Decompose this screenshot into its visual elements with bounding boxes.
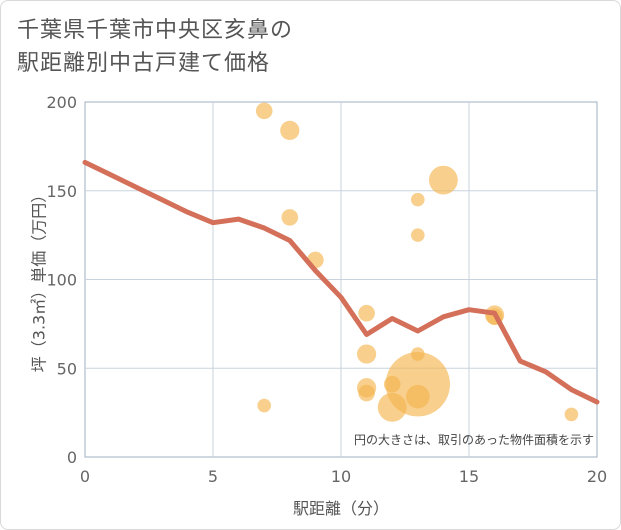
scatter-point xyxy=(357,344,377,364)
x-tick-label: 0 xyxy=(80,467,90,486)
scatter-point xyxy=(406,384,430,409)
scatter-point xyxy=(411,192,425,207)
y-axis-label: 坪（3.3㎡）単価（万円） xyxy=(30,187,49,372)
grid-lines xyxy=(85,102,597,457)
chart-title-line-2: 駅距離別中古戸建て価格 xyxy=(17,51,271,76)
x-tick-label: 15 xyxy=(459,467,479,486)
scatter-point xyxy=(358,304,375,322)
scatter-point xyxy=(383,375,401,393)
scatter-point xyxy=(281,209,299,226)
x-axis-label: 駅距離（分） xyxy=(293,499,389,518)
scatter-point xyxy=(411,347,425,361)
scatter-point xyxy=(377,392,407,422)
x-tick-label: 10 xyxy=(331,467,351,486)
chart-title: 千葉県千葉市中央区亥鼻の 駅距離別中古戸建て価格 xyxy=(17,14,293,80)
scatter-point xyxy=(411,228,425,242)
y-tick-label: 0 xyxy=(67,448,77,467)
y-tick-label: 50 xyxy=(57,359,77,378)
size-note: 円の大きさは、取引のあった物件面積を示す xyxy=(354,432,594,447)
y-tick-label: 150 xyxy=(46,182,77,201)
scatter-point xyxy=(564,407,579,422)
scatter-point xyxy=(257,398,272,413)
scatter-point xyxy=(358,384,375,402)
chart-title-line-1: 千葉県千葉市中央区亥鼻の xyxy=(17,18,294,43)
x-tick-label: 5 xyxy=(208,467,218,486)
scatter-point xyxy=(255,102,273,120)
scatter-point xyxy=(429,165,458,195)
x-tick-label: 20 xyxy=(587,467,607,486)
average-price-line xyxy=(82,159,600,405)
scatter-point xyxy=(280,120,300,140)
y-axis-ticks: 0 50 100 150 200 xyxy=(46,93,77,467)
y-tick-label: 200 xyxy=(46,93,77,112)
x-axis-ticks: 0 5 10 15 20 xyxy=(80,467,607,486)
y-tick-label: 100 xyxy=(46,271,77,290)
scatter-bubbles xyxy=(255,102,579,422)
